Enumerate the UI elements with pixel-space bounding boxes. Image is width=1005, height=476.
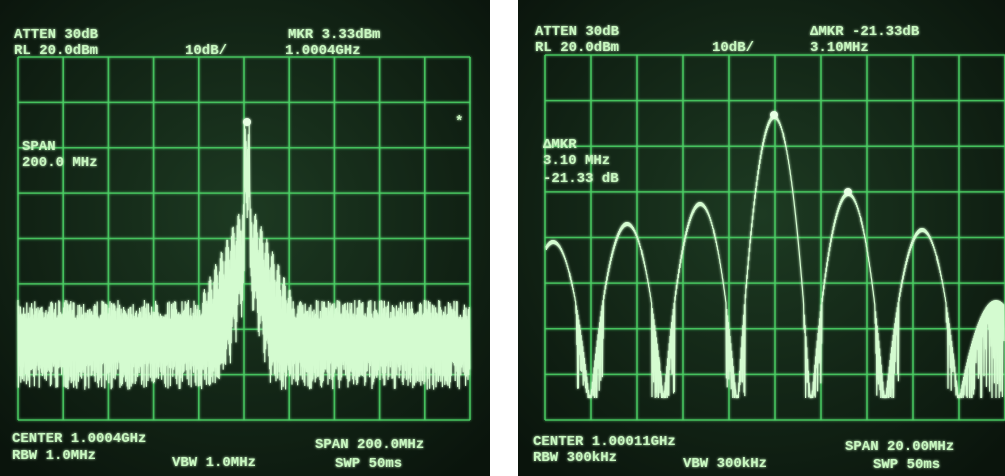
marker-dot [770,111,778,119]
vbw: VBW 1.0MHz [172,455,256,471]
vbw: VBW 300kHz [683,456,767,472]
sweep: SWP 50ms [873,457,940,473]
ref-level: RL 20.0dBm [14,43,98,59]
span: SPAN 20.00MHz [845,439,954,455]
marker-freq: 1.0004GHz [285,43,361,59]
page: ATTEN 30dB RL 20.0dBm 10dB/ MKR 3.33dBm … [0,0,1005,476]
photo: ATTEN 30dB RL 20.0dBm 10dB/ MKR 3.33dBm … [0,0,1005,476]
rbw: RBW 300kHz [533,450,617,466]
center: CENTER 1.00011GHz [533,434,676,450]
side-label: SPAN [22,139,56,155]
scale: 10dB/ [185,43,227,59]
marker: MKR 3.33dBm [288,27,380,43]
center: CENTER 1.0004GHz [12,431,146,447]
marker-dot [844,188,852,196]
marker-dot [243,118,251,126]
marker: ΔMKR -21.33dB [810,24,920,40]
marker-freq: 3.10MHz [810,40,869,56]
sweep: SWP 50ms [335,456,402,472]
side-label: 200.0 MHz [22,155,98,171]
scale: 10dB/ [712,40,754,56]
side-label: -21.33 dB [543,171,619,187]
atten: ATTEN 30dB [14,27,99,43]
side-label: 3.10 MHz [543,153,610,169]
side-label: ΔMKR [543,137,577,153]
span: SPAN 200.0MHz [315,437,424,453]
rbw: RBW 1.0MHz [12,448,96,464]
ref-level: RL 20.0dBm [535,40,619,56]
flag: * [455,114,463,130]
atten: ATTEN 30dB [535,24,620,40]
